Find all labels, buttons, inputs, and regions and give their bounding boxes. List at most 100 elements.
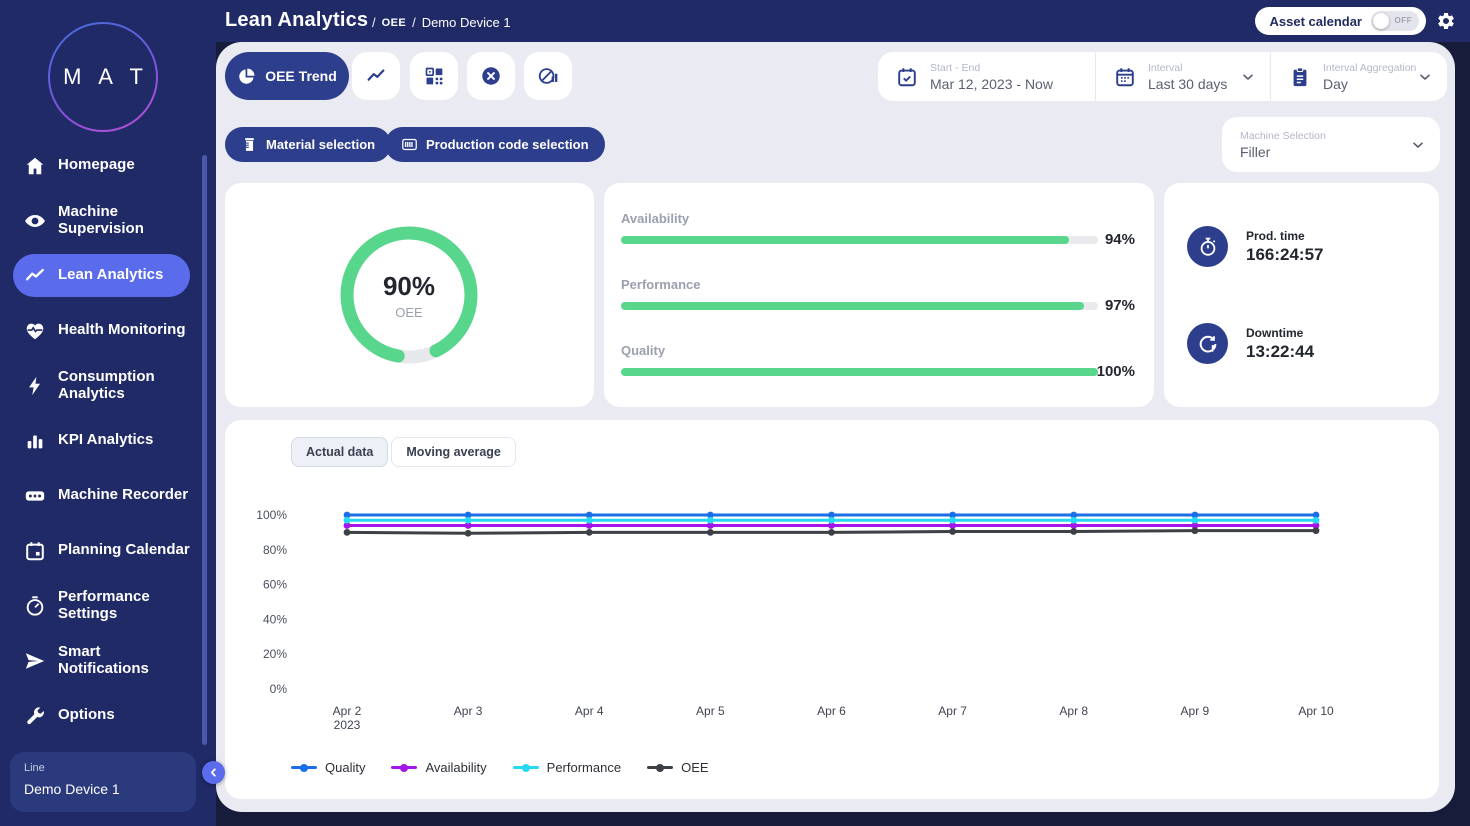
no-data-chart-icon: [538, 68, 558, 84]
oee-donut-arc: [340, 226, 478, 364]
interval-control[interactable]: Interval Last 30 days: [1095, 52, 1270, 101]
toggle-knob: [1373, 13, 1389, 29]
send-icon: [24, 650, 46, 672]
aggregation-label: Interval Aggregation: [1323, 61, 1417, 74]
breadcrumb-device[interactable]: Demo Device 1: [421, 15, 511, 30]
start-end-label: Start - End: [930, 61, 981, 74]
breadcrumb-oee[interactable]: OEE: [381, 16, 407, 29]
performance-value: 97%: [1104, 297, 1135, 314]
legend-item-oee[interactable]: OEE: [647, 760, 709, 775]
sidebar-nav: Homepage Machine Supervision Lean Analyt…: [0, 138, 204, 743]
grid-view-button[interactable]: [410, 52, 458, 100]
interval-label: Interval: [1148, 61, 1183, 74]
downtime-value: 13:22:44: [1246, 341, 1315, 361]
oee-percent-label: OEE: [395, 304, 423, 320]
logo-text: M A T: [63, 64, 149, 89]
legend-item-performance[interactable]: Performance: [512, 760, 621, 775]
circle-x-icon: [482, 67, 500, 85]
material-selection-label: Material selection: [266, 137, 376, 152]
performance-label: Performance: [621, 277, 701, 292]
svg-text:Apr 7: Apr 7: [938, 704, 967, 718]
performance-bar-fill: [621, 302, 1084, 310]
asset-calendar-toggle-pill[interactable]: Asset calendar OFF: [1254, 7, 1426, 35]
bolt-icon: [24, 375, 46, 397]
availability-line-marker: [391, 763, 418, 773]
clipboard-icon: [1289, 66, 1311, 88]
aggregation-value: Day: [1323, 75, 1348, 92]
legend-item-availability[interactable]: Availability: [391, 760, 487, 775]
oee-percent-value: 90%: [382, 270, 436, 301]
start-end-control[interactable]: Start - End Mar 12, 2023 - Now: [878, 52, 1095, 101]
svg-text:Apr 9: Apr 9: [1181, 704, 1210, 718]
svg-text:100%: 100%: [256, 508, 287, 522]
svg-text:Apr 10: Apr 10: [1298, 704, 1334, 718]
settings-gear-icon[interactable]: [1436, 11, 1456, 31]
clear-button[interactable]: [467, 52, 515, 100]
sidebar-item-lean-analytics[interactable]: Lean Analytics: [0, 248, 204, 303]
asset-calendar-switch[interactable]: OFF: [1371, 11, 1419, 31]
sidebar-scrollbar[interactable]: [202, 155, 207, 745]
availability-label: Availability: [621, 211, 690, 226]
production-code-selection-button[interactable]: Production code selection: [385, 127, 605, 162]
svg-text:2023: 2023: [334, 718, 361, 732]
kpi-bars-card: Availability 94% Performance 97% Quality…: [604, 183, 1154, 407]
sidebar-item-planning-calendar[interactable]: Planning Calendar: [0, 523, 204, 578]
chevron-down-icon: [1417, 69, 1433, 85]
chart-legend: Quality Availability Performance OEE: [291, 760, 709, 775]
oee-trend-button[interactable]: OEE Trend: [225, 52, 349, 100]
sidebar-item-kpi-analytics[interactable]: KPI Analytics: [0, 413, 204, 468]
availability-bar-track: [621, 236, 1098, 244]
page-title: Lean Analytics: [225, 9, 369, 31]
svg-text:20%: 20%: [263, 647, 287, 661]
sidebar-item-health-monitoring[interactable]: Health Monitoring: [0, 303, 204, 358]
eye-icon: [24, 210, 46, 232]
sidebar-item-machine-recorder[interactable]: Machine Recorder: [0, 468, 204, 523]
svg-text:0%: 0%: [270, 682, 288, 696]
svg-text:Apr 8: Apr 8: [1059, 704, 1088, 718]
sidebar-item-homepage[interactable]: Homepage: [0, 138, 204, 193]
prod-time-label: Prod. time: [1246, 228, 1305, 243]
availability-bar-fill: [621, 236, 1070, 244]
performance-line-marker: [512, 763, 539, 773]
pie-chart-icon: [237, 67, 256, 86]
sidebar-item-machine-supervision[interactable]: Machine Supervision: [0, 193, 204, 248]
chevron-left-icon: [211, 768, 216, 777]
sidebar-item-performance-settings[interactable]: Performance Settings: [0, 578, 204, 633]
sidebar-item-smart-notifications[interactable]: Smart Notifications: [0, 633, 204, 688]
availability-value: 94%: [1104, 231, 1135, 248]
calendar-check-icon: [896, 66, 918, 88]
downtime-row: Downtime 13:22:44: [1187, 323, 1314, 364]
downtime-clock-icon: [1187, 323, 1228, 364]
tab-actual-data[interactable]: Actual data: [291, 437, 389, 467]
wrench-icon: [24, 705, 46, 727]
start-end-value: Mar 12, 2023 - Now: [930, 75, 1053, 92]
device-selector-card[interactable]: Line Demo Device 1: [10, 752, 196, 812]
svg-text:Apr 4: Apr 4: [575, 704, 604, 718]
main-content: OEE Trend: [216, 42, 1455, 812]
sidebar-collapse-button[interactable]: [202, 761, 225, 784]
tab-moving-average[interactable]: Moving average: [391, 437, 516, 467]
legend-item-quality[interactable]: Quality: [291, 760, 365, 775]
interval-aggregation-control[interactable]: Interval Aggregation Day: [1270, 52, 1447, 101]
oee-trend-chart-card: Actual data Moving average 0% 20% 40% 60% 80…: [225, 420, 1439, 799]
quality-bar-fill: [621, 368, 1098, 376]
svg-text:Apr 2: Apr 2: [333, 704, 362, 718]
prod-time-value: 166:24:57: [1246, 244, 1324, 264]
quality-label: Quality: [621, 343, 666, 358]
home-icon: [24, 155, 46, 177]
quality-bar-track: [621, 368, 1098, 376]
material-selection-button[interactable]: Material selection: [225, 127, 392, 162]
toggle-state-text: OFF: [1394, 16, 1412, 25]
trend-view-button[interactable]: [352, 52, 400, 100]
performance-bar-track: [621, 302, 1098, 310]
svg-text:60%: 60%: [263, 578, 287, 592]
no-data-button[interactable]: [524, 52, 572, 100]
svg-text:Apr 6: Apr 6: [817, 704, 846, 718]
breadcrumb-separator: /: [412, 15, 416, 30]
sidebar-item-consumption-analytics[interactable]: Consumption Analytics: [0, 358, 204, 413]
machine-selection-dropdown[interactable]: Machine Selection Filler: [1222, 117, 1440, 172]
sidebar-item-options[interactable]: Options: [0, 688, 204, 743]
interval-value: Last 30 days: [1148, 75, 1228, 92]
